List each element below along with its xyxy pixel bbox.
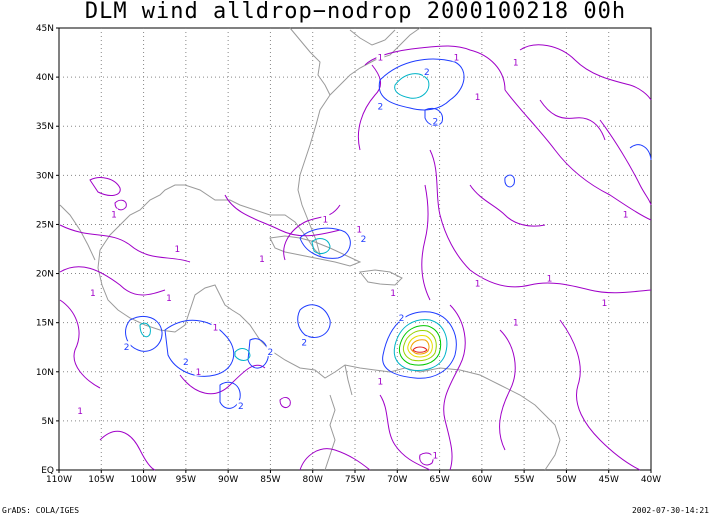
lon-tick-label: 95W (176, 475, 196, 485)
contour-label: 1 (378, 378, 384, 388)
contour-label: 1 (602, 299, 608, 309)
contour-label: 2 (238, 402, 244, 412)
contour-label: 1 (475, 279, 481, 289)
contour-label-bg (431, 449, 440, 460)
contour-label: 2 (432, 117, 438, 127)
gridlines (59, 28, 651, 470)
contour-label: 1 (77, 407, 83, 417)
contour-label: 1 (475, 93, 481, 103)
lat-tick-label: 40N (36, 73, 54, 83)
contour-label-bg (473, 90, 482, 101)
contour-label: 1 (432, 451, 438, 461)
contour-label-bg (389, 287, 398, 298)
lon-tick-label: 85W (260, 475, 280, 485)
contour-label: 1 (454, 53, 460, 63)
contour-label-bg (376, 51, 385, 62)
lon-tick-label: 90W (218, 475, 238, 485)
contour-label: 1 (356, 225, 362, 235)
contour-label-bg (257, 252, 266, 263)
footer-timestamp: 2002-07-30-14:21 (631, 506, 709, 515)
contour-label-bg (173, 243, 182, 253)
lat-tick-label: 5N (42, 417, 54, 427)
contour-label: 2 (124, 343, 130, 353)
lat-tick-label: 20N (36, 270, 54, 280)
contour-label: 2 (183, 358, 189, 368)
contour-label-bg (511, 56, 520, 67)
contour-label-bg (211, 321, 220, 332)
contour-label-bg (431, 115, 440, 126)
contour-label: 2 (268, 348, 274, 358)
lat-tick-label: 30N (36, 171, 54, 181)
contour-label-bg (452, 51, 461, 62)
contour-label-bg (76, 405, 85, 416)
contour-label: 1 (175, 245, 181, 255)
lat-tick-label: 45N (36, 24, 54, 34)
contour-label-bg (194, 365, 203, 376)
contour-label: 2 (301, 338, 307, 348)
contour-label-bg (376, 375, 385, 386)
lat-tick-label: EQ (41, 466, 54, 476)
lon-tick-label: 45W (599, 475, 619, 485)
contour-label: 1 (378, 53, 384, 63)
map-title: DLM wind alldrop−nodrop 2000100218 00h (84, 0, 627, 24)
contour-label-bg (473, 277, 482, 288)
contour-label-bg (236, 400, 245, 411)
contour-label: 1 (390, 289, 396, 299)
lon-tick-label: 65W (429, 475, 449, 485)
footer-credit: GrADS: COLA/IGES (2, 506, 80, 515)
contour-label: 1 (259, 255, 265, 265)
contour-label-bg (321, 213, 330, 224)
contour-label: 2 (399, 314, 405, 324)
contour-label: 1 (513, 58, 519, 68)
contour-label-bg (359, 233, 368, 244)
contour-label: 2 (361, 235, 367, 245)
contour-label-bg (181, 355, 190, 366)
contour-label: 1 (323, 216, 329, 226)
contour-lines (59, 44, 652, 471)
contour-label-bg (621, 208, 630, 219)
lon-tick-label: 75W (345, 475, 365, 485)
contour-label-bg (300, 336, 309, 347)
lat-tick-label: 15N (36, 319, 54, 329)
coastlines (59, 27, 561, 471)
contour-label-bg (109, 208, 118, 219)
lon-tick-label: 55W (514, 475, 534, 485)
lat-tick-label: 10N (36, 368, 54, 378)
contour-label-bg (266, 346, 275, 357)
lon-tick-label: 80W (303, 475, 323, 485)
contour-label-bg (397, 311, 406, 322)
contour-label: 2 (424, 68, 430, 78)
contour-label: 1 (513, 319, 519, 329)
contour-label-bg (355, 223, 364, 234)
contour-label: 2 (378, 103, 384, 113)
lon-tick-label: 110W (46, 475, 72, 485)
contour-label: 1 (213, 324, 219, 334)
contour-label-bg (376, 100, 385, 111)
lon-tick-label: 100W (131, 475, 157, 485)
lon-tick-label: 40W (641, 475, 661, 485)
contour-label-bg (164, 292, 173, 303)
contour-label-bg (600, 297, 609, 308)
contour-label: 1 (111, 211, 117, 221)
contour-label: 1 (90, 289, 96, 299)
contour-label: 1 (623, 211, 629, 221)
contour-label-bg (88, 287, 97, 298)
lon-tick-label: 105W (88, 475, 114, 485)
contour-label: 1 (196, 368, 202, 378)
axis-tick-labels: 110W 105W 100W 95W 90W 85W 80W 75W 70W 65W 60W 55W 5… (36, 24, 661, 485)
lon-tick-label: 60W (472, 475, 492, 485)
lat-tick-label: 35N (36, 122, 54, 132)
lat-tick-label: 25N (36, 220, 54, 230)
contour-label: 1 (166, 294, 172, 304)
contour-label-bg (511, 316, 520, 327)
contour-label-bg (122, 341, 131, 352)
contour-label: 1 (547, 274, 553, 284)
contour-label-bg (545, 272, 554, 283)
lon-tick-label: 70W (387, 475, 407, 485)
contour-label-bg (422, 66, 431, 77)
lon-tick-label: 50W (556, 475, 576, 485)
